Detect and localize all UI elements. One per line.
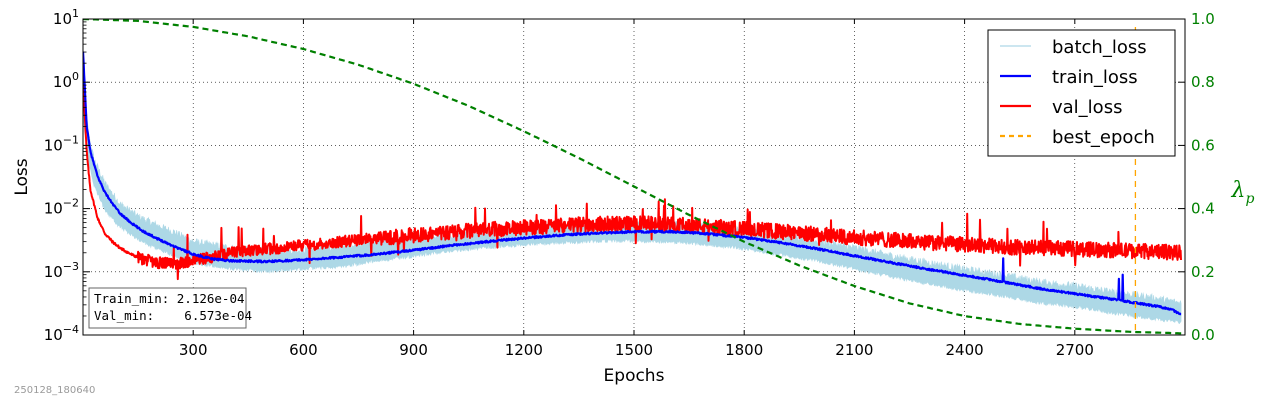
y-tick-label: 101 <box>53 7 79 28</box>
stats-train-min: Train_min: 2.126e-04 <box>94 291 245 306</box>
x-tick-label: 1800 <box>725 341 763 359</box>
stats-box <box>88 287 247 329</box>
y-tick-label: 10−1 <box>44 133 79 154</box>
y2-tick-label: 1.0 <box>1191 10 1215 28</box>
y-tick-label: 10−4 <box>44 323 79 344</box>
legend-item-batch-loss: batch_loss <box>1000 37 1147 58</box>
y2-tick-label: 0.8 <box>1191 73 1215 91</box>
x-axis: 300 600 900 1200 1500 1800 2100 2400 2700 <box>179 19 1094 359</box>
y-tick-label: 100 <box>53 70 79 91</box>
x-tick-label: 600 <box>289 341 318 359</box>
footer-timestamp: 250128_180640 <box>14 385 95 396</box>
stats-annotation: Train_min: 2.126e-04 Val_min: 6.573e-04 <box>88 287 252 329</box>
x-tick-label: 900 <box>399 341 428 359</box>
x-tick-label: 2100 <box>835 341 873 359</box>
x-tick-label: 1200 <box>505 341 543 359</box>
x-tick-label: 1500 <box>615 341 653 359</box>
series-val-loss <box>83 82 1182 281</box>
y-tick-label: 10−3 <box>44 260 79 281</box>
x-axis-label: Epochs <box>604 366 665 386</box>
y2-tick-label: 0.2 <box>1191 263 1215 281</box>
legend-item-val-loss: val_loss <box>1000 97 1122 118</box>
series-train-loss <box>83 51 1182 316</box>
legend-label: val_loss <box>1052 97 1122 118</box>
series-lambda-p <box>83 19 1185 335</box>
legend: batch_loss train_loss val_loss best_epoch <box>987 29 1176 157</box>
legend-label: train_loss <box>1052 67 1138 88</box>
legend-label: batch_loss <box>1052 37 1147 58</box>
y2-tick-label: 0.4 <box>1191 200 1215 218</box>
x-tick-label: 2400 <box>946 341 984 359</box>
y-axis-right: 0.0 0.2 0.4 0.6 0.8 1.0 <box>1178 10 1215 344</box>
y2-tick-label: 0.0 <box>1191 326 1215 344</box>
stats-val-min: Val_min: 6.573e-04 <box>94 308 252 323</box>
x-tick-label: 2700 <box>1056 341 1094 359</box>
y-axis-left: 10−4 10−3 10−2 10−1 100 101 <box>44 7 90 344</box>
y-tick-label: 10−2 <box>44 197 79 218</box>
y-axis-label: Loss <box>12 158 32 195</box>
y2-tick-label: 0.6 <box>1191 136 1215 154</box>
x-tick-label: 300 <box>179 341 208 359</box>
legend-item-train-loss: train_loss <box>1000 67 1138 88</box>
series-layer <box>83 19 1185 335</box>
legend-item-best-epoch: best_epoch <box>1000 127 1155 148</box>
legend-label: best_epoch <box>1052 127 1155 148</box>
